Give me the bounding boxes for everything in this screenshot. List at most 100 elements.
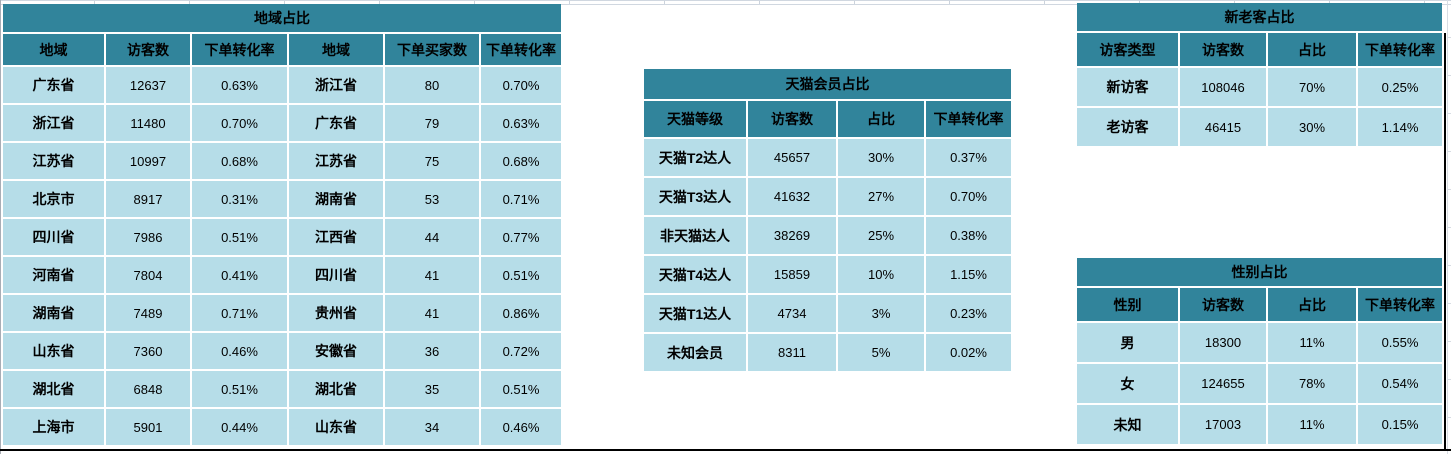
region-cell[interactable]: 0.68% <box>481 143 561 179</box>
tmall-cell[interactable]: 天猫T2达人 <box>644 139 746 176</box>
region-cell[interactable]: 44 <box>385 219 479 255</box>
gender-cell[interactable]: 0.55% <box>1358 323 1442 362</box>
visitor-cell[interactable]: 1.14% <box>1358 108 1442 146</box>
gender-cell[interactable]: 124655 <box>1180 364 1266 403</box>
tmall-cell[interactable]: 0.23% <box>926 295 1011 332</box>
visitor-cell[interactable]: 108046 <box>1180 68 1266 106</box>
tmall-cell[interactable]: 25% <box>838 217 924 254</box>
tmall-cell[interactable]: 非天猫达人 <box>644 217 746 254</box>
region-header-cell[interactable]: 下单转化率 <box>481 34 561 65</box>
tmall-cell[interactable]: 41632 <box>748 178 836 215</box>
region-cell[interactable]: 0.71% <box>192 295 287 331</box>
tmall-cell[interactable]: 45657 <box>748 139 836 176</box>
region-cell[interactable]: 12637 <box>106 67 190 103</box>
visitor-table-title[interactable]: 新老客占比 <box>1077 3 1442 31</box>
new-old-visitor-share-table[interactable]: 新老客占比 访客类型 访客数 占比 下单转化率 新访客 108046 70% 0.25% 老访客 4… <box>1075 1 1444 148</box>
region-cell[interactable]: 湖北省 <box>3 371 104 407</box>
region-table-title[interactable]: 地域占比 <box>3 4 561 32</box>
visitor-header-cell[interactable]: 占比 <box>1268 33 1356 66</box>
region-cell[interactable]: 江苏省 <box>3 143 104 179</box>
tmall-cell[interactable]: 38269 <box>748 217 836 254</box>
gender-cell[interactable]: 男 <box>1077 323 1178 362</box>
region-cell[interactable]: 0.63% <box>481 105 561 141</box>
region-cell[interactable]: 浙江省 <box>289 67 383 103</box>
gender-header-cell[interactable]: 访客数 <box>1180 288 1266 321</box>
tmall-cell[interactable]: 0.70% <box>926 178 1011 215</box>
region-cell[interactable]: 53 <box>385 181 479 217</box>
region-cell[interactable]: 安徽省 <box>289 333 383 369</box>
region-cell[interactable]: 79 <box>385 105 479 141</box>
visitor-cell[interactable]: 30% <box>1268 108 1356 146</box>
tmall-cell[interactable]: 0.02% <box>926 334 1011 371</box>
region-cell[interactable]: 江苏省 <box>289 143 383 179</box>
region-cell[interactable]: 上海市 <box>3 409 104 445</box>
tmall-cell[interactable]: 8311 <box>748 334 836 371</box>
region-cell[interactable]: 浙江省 <box>3 105 104 141</box>
region-cell[interactable]: 四川省 <box>3 219 104 255</box>
tmall-header-cell[interactable]: 占比 <box>838 101 924 137</box>
region-header-cell[interactable]: 下单转化率 <box>192 34 287 65</box>
region-cell[interactable]: 0.51% <box>192 219 287 255</box>
region-cell[interactable]: 0.46% <box>192 333 287 369</box>
gender-share-table[interactable]: 性别占比 性别 访客数 占比 下单转化率男 18300 11% 0.55% 女 124655 78%… <box>1075 256 1444 446</box>
region-cell[interactable]: 7360 <box>106 333 190 369</box>
tmall-cell[interactable]: 0.37% <box>926 139 1011 176</box>
tmall-cell[interactable]: 天猫T3达人 <box>644 178 746 215</box>
region-cell[interactable]: 湖北省 <box>289 371 383 407</box>
tmall-header-cell[interactable]: 访客数 <box>748 101 836 137</box>
gender-cell[interactable]: 78% <box>1268 364 1356 403</box>
gender-header-cell[interactable]: 性别 <box>1077 288 1178 321</box>
region-cell[interactable]: 0.51% <box>481 371 561 407</box>
region-cell[interactable]: 41 <box>385 295 479 331</box>
region-header-cell[interactable]: 访客数 <box>106 34 190 65</box>
region-cell[interactable]: 0.68% <box>192 143 287 179</box>
region-cell[interactable]: 10997 <box>106 143 190 179</box>
gender-cell[interactable]: 0.54% <box>1358 364 1442 403</box>
tmall-cell[interactable]: 30% <box>838 139 924 176</box>
region-cell[interactable]: 0.51% <box>192 371 287 407</box>
gender-header-cell[interactable]: 占比 <box>1268 288 1356 321</box>
region-cell[interactable]: 36 <box>385 333 479 369</box>
tmall-cell[interactable]: 1.15% <box>926 256 1011 293</box>
gender-cell[interactable]: 11% <box>1268 323 1356 362</box>
visitor-cell[interactable]: 老访客 <box>1077 108 1178 146</box>
visitor-header-cell[interactable]: 访客数 <box>1180 33 1266 66</box>
tmall-header-cell[interactable]: 下单转化率 <box>926 101 1011 137</box>
region-cell[interactable]: 7986 <box>106 219 190 255</box>
gender-cell[interactable]: 女 <box>1077 364 1178 403</box>
gender-cell[interactable]: 0.15% <box>1358 405 1442 444</box>
visitor-cell[interactable]: 46415 <box>1180 108 1266 146</box>
region-cell[interactable]: 35 <box>385 371 479 407</box>
region-cell[interactable]: 0.44% <box>192 409 287 445</box>
gender-header-cell[interactable]: 下单转化率 <box>1358 288 1442 321</box>
tmall-table-title[interactable]: 天猫会员占比 <box>644 69 1011 99</box>
region-cell[interactable]: 江西省 <box>289 219 383 255</box>
region-cell[interactable]: 贵州省 <box>289 295 383 331</box>
region-cell[interactable]: 0.71% <box>481 181 561 217</box>
tmall-cell[interactable]: 0.38% <box>926 217 1011 254</box>
region-cell[interactable]: 34 <box>385 409 479 445</box>
region-cell[interactable]: 湖南省 <box>289 181 383 217</box>
tmall-cell[interactable]: 天猫T4达人 <box>644 256 746 293</box>
region-cell[interactable]: 0.46% <box>481 409 561 445</box>
tmall-cell[interactable]: 4734 <box>748 295 836 332</box>
region-cell[interactable]: 0.63% <box>192 67 287 103</box>
visitor-header-cell[interactable]: 下单转化率 <box>1358 33 1442 66</box>
region-cell[interactable]: 8917 <box>106 181 190 217</box>
region-header-cell[interactable]: 地域 <box>289 34 383 65</box>
region-header-cell[interactable]: 地域 <box>3 34 104 65</box>
gender-cell[interactable]: 11% <box>1268 405 1356 444</box>
tmall-cell[interactable]: 天猫T1达人 <box>644 295 746 332</box>
region-share-table[interactable]: 地域占比 地域 访客数 下单转化率 地域 下单买家数 下单转化率 广东省 12637 0.63% 浙… <box>1 2 563 447</box>
tmall-header-cell[interactable]: 天猫等级 <box>644 101 746 137</box>
region-cell[interactable]: 0.41% <box>192 257 287 293</box>
region-cell[interactable]: 四川省 <box>289 257 383 293</box>
visitor-header-cell[interactable]: 访客类型 <box>1077 33 1178 66</box>
gender-table-title[interactable]: 性别占比 <box>1077 258 1442 286</box>
tmall-member-share-table[interactable]: 天猫会员占比 天猫等级 访客数 占比 下单转化率天猫T2达人 45657 30% 0.37% 天… <box>642 67 1013 373</box>
gender-cell[interactable]: 未知 <box>1077 405 1178 444</box>
gender-cell[interactable]: 17003 <box>1180 405 1266 444</box>
region-cell[interactable]: 山东省 <box>289 409 383 445</box>
region-cell[interactable]: 湖南省 <box>3 295 104 331</box>
region-cell[interactable]: 41 <box>385 257 479 293</box>
